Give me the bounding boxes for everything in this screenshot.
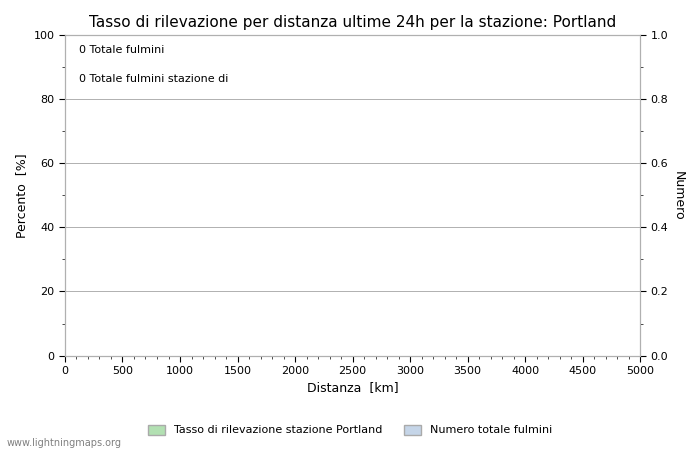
Y-axis label: Percento  [%]: Percento [%] — [15, 153, 28, 238]
Legend: Tasso di rilevazione stazione Portland, Numero totale fulmini: Tasso di rilevazione stazione Portland, … — [148, 425, 552, 436]
X-axis label: Distanza  [km]: Distanza [km] — [307, 382, 398, 395]
Text: 0 Totale fulmini stazione di: 0 Totale fulmini stazione di — [79, 74, 229, 84]
Text: www.lightningmaps.org: www.lightningmaps.org — [7, 438, 122, 448]
Title: Tasso di rilevazione per distanza ultime 24h per la stazione: Portland: Tasso di rilevazione per distanza ultime… — [89, 15, 616, 30]
Text: 0 Totale fulmini: 0 Totale fulmini — [79, 45, 164, 55]
Y-axis label: Numero: Numero — [672, 171, 685, 220]
